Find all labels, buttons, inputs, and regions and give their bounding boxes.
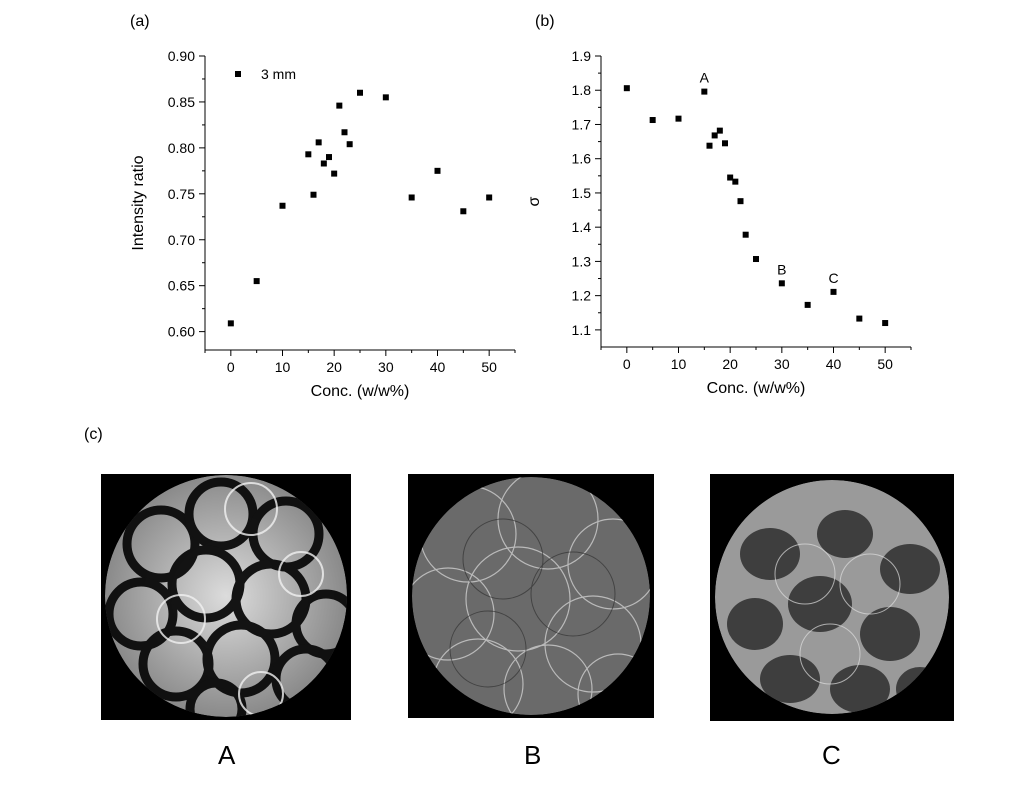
data-point [830,288,837,295]
data-point [716,127,723,134]
x-tick-label: 0 [623,356,631,372]
panel-label-c-text: (c) [84,426,103,443]
y-tick-label: 1.9 [572,48,592,64]
x-tick-label: 10 [275,359,291,375]
x-tick-label: 0 [227,359,235,375]
x-tick-label: 40 [430,359,446,375]
data-point [711,132,718,139]
chart-b: 0 10 20 30 40 50 1.1 1.2 1.3 1.4 1.5 1.6 1.7 1.8 1.9 Co… [526,48,912,397]
x-tick-label: 10 [671,356,687,372]
image-a [101,474,351,720]
panel-label-b: (b) [535,13,555,30]
data-point [326,154,332,161]
panel-label-a: (a) [130,13,150,30]
data-point [305,151,312,158]
legend-marker [235,71,241,77]
data-point [310,191,317,198]
x-tick-label: 30 [774,356,790,372]
image-c [710,474,954,721]
data-point [486,194,493,201]
y-tick-label: 0.70 [168,232,195,248]
data-point [346,141,353,148]
y-tick-label: 0.85 [168,94,195,110]
data-point [732,178,739,185]
x-axis-label: Conc. (w/w%) [311,383,410,400]
y-tick-label: 1.1 [572,322,592,338]
y-tick-label: 0.80 [168,140,195,156]
y-tick-label: 0.90 [168,48,195,64]
data-point [742,231,749,238]
data-point [434,167,441,174]
x-tick-label: 20 [326,359,342,375]
image-b-label: B [524,740,542,770]
y-tick-label: 1.3 [572,253,592,269]
data-point [382,94,389,101]
data-point [675,115,682,122]
data-point [737,198,744,205]
data-point [804,301,811,308]
y-tick-label: 0.65 [168,278,195,294]
x-tick-label: 40 [826,356,842,372]
data-point [279,202,286,209]
data-point [701,88,708,95]
y-tick-label: 0.60 [168,324,195,340]
data-point [253,278,260,285]
data-point [460,208,467,215]
data-point [341,129,348,136]
point-annotation: C [828,270,838,286]
x-tick-label: 30 [378,359,394,375]
data-point [753,256,759,263]
data-point [331,170,338,177]
chart-a: 0 10 20 30 40 50 0.60 0.65 0.70 0.75 0.80 0.85 0.90 C… [130,48,516,400]
y-tick-label: 1.2 [572,288,592,304]
image-c-svg [710,474,954,721]
charts-svg: (a) (b) (c) 010203040500.600.650.700.750… [130,13,912,400]
y-tick-label: 1.7 [572,116,592,132]
image-c-label: C [822,740,841,770]
y-tick-label: 1.6 [572,151,592,167]
x-tick-label: 20 [722,356,738,372]
image-a-svg [101,474,351,720]
data-point [856,315,863,322]
y-tick-label: 1.5 [572,185,592,201]
y-tick-label: 1.4 [572,219,592,235]
data-point [227,320,234,327]
data-point [408,194,415,201]
y-axis-label: Intensity ratio [130,155,147,250]
data-point [727,174,734,181]
data-point [778,280,785,287]
data-point [623,85,630,92]
legend-entry: 3 mm [261,66,296,82]
data-point [357,89,363,96]
x-tick-label: 50 [481,359,497,375]
y-axis-label: σ [526,196,543,206]
x-tick-label: 50 [877,356,893,372]
data-point [706,142,713,149]
x-axis-label: Conc. (w/w%) [707,380,806,397]
data-point [722,140,728,147]
image-b [408,474,654,718]
data-point [336,102,343,109]
y-tick-label: 1.8 [572,82,592,98]
point-annotation: A [700,70,710,86]
data-point [882,320,889,327]
data-point [649,117,656,124]
data-point [320,160,327,167]
y-tick-label: 0.75 [168,186,195,202]
image-a-label: A [218,740,236,770]
point-annotation: B [777,261,786,277]
image-b-svg [408,474,654,718]
data-point [315,139,322,146]
